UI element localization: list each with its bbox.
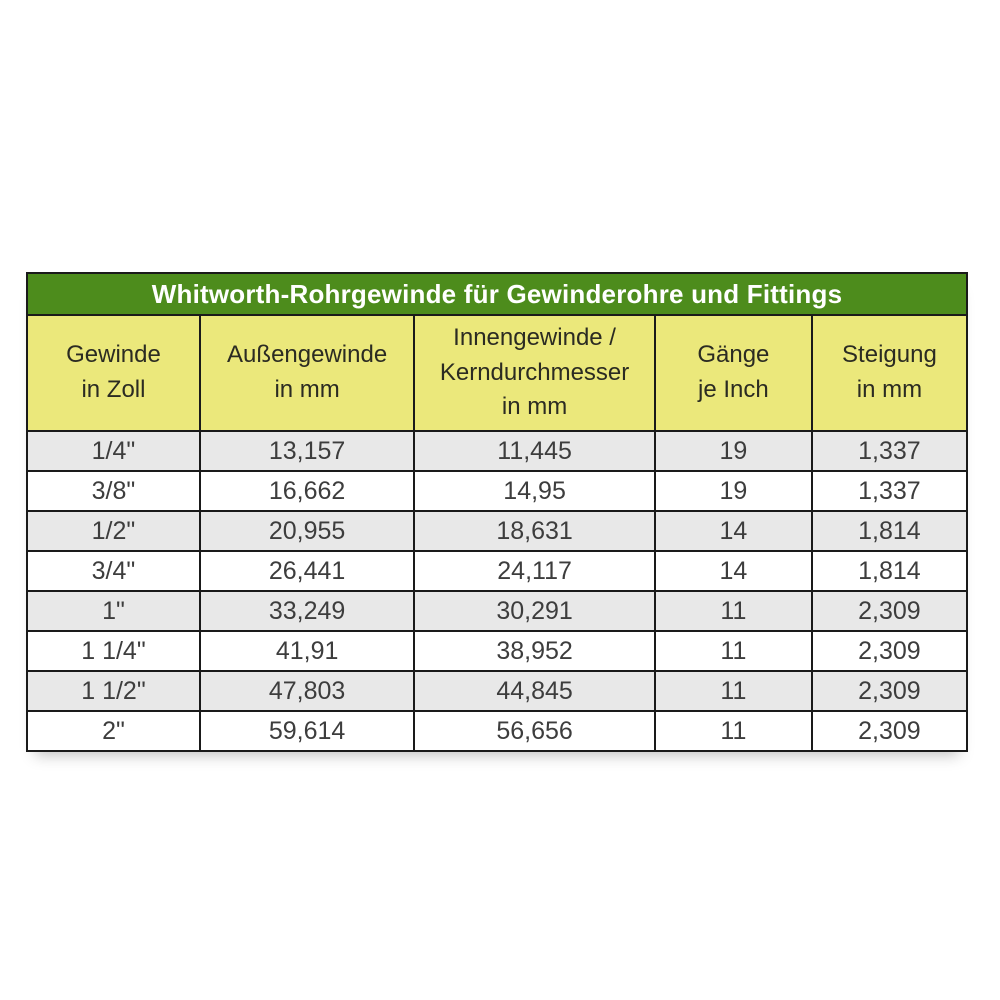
table-row: 3/4" 26,441 24,117 14 1,814 — [26, 550, 969, 592]
table-cell: 44,845 — [413, 670, 656, 712]
table-cell: 30,291 — [413, 590, 656, 632]
table-cell: 1 1/2" — [26, 670, 201, 712]
table-cell: 1,814 — [810, 510, 969, 552]
table-cell: 26,441 — [198, 550, 416, 592]
table-cell: 3/8" — [26, 470, 201, 512]
table-cell: 1,814 — [810, 550, 969, 592]
table-cell: 24,117 — [413, 550, 656, 592]
table-cell: 2" — [26, 710, 201, 752]
table-cell: 41,91 — [198, 630, 416, 672]
column-header-aussengewinde: Außengewinde in mm — [198, 314, 416, 432]
table-cell: 14,95 — [413, 470, 656, 512]
column-header-steigung: Steigung in mm — [810, 314, 969, 432]
table-cell: 1,337 — [810, 470, 969, 512]
table-row: 1/4" 13,157 11,445 19 1,337 — [26, 430, 969, 472]
table-title-row: Whitworth-Rohrgewinde für Gewinderohre u… — [26, 272, 968, 316]
thread-size-table: Whitworth-Rohrgewinde für Gewinderohre u… — [26, 272, 969, 752]
table-cell: 1 1/4" — [26, 630, 201, 672]
table-cell: 1,337 — [810, 430, 969, 472]
table-cell: 2,309 — [810, 590, 969, 632]
table-cell: 2,309 — [810, 710, 969, 752]
table-header-row: Gewinde in Zoll Außengewinde in mm Innen… — [26, 314, 969, 432]
table-cell: 1/4" — [26, 430, 201, 472]
table-title: Whitworth-Rohrgewinde für Gewinderohre u… — [26, 272, 968, 316]
table-body: 1/4" 13,157 11,445 19 1,337 3/8" 16,662 14,95 19… — [26, 430, 969, 752]
column-header-gewinde-in-zoll: Gewinde in Zoll — [26, 314, 201, 432]
column-header-gaenge-je-inch: Gänge je Inch — [653, 314, 813, 432]
table-cell: 13,157 — [198, 430, 416, 472]
table-cell: 2,309 — [810, 630, 969, 672]
table-cell: 20,955 — [198, 510, 416, 552]
table-row: 1" 33,249 30,291 11 2,309 — [26, 590, 969, 632]
table-cell: 11 — [653, 670, 813, 712]
table-cell: 3/4" — [26, 550, 201, 592]
table-cell: 2,309 — [810, 670, 969, 712]
table-row: 1 1/4" 41,91 38,952 11 2,309 — [26, 630, 969, 672]
table-cell: 14 — [653, 550, 813, 592]
table-row: 3/8" 16,662 14,95 19 1,337 — [26, 470, 969, 512]
table-cell: 1/2" — [26, 510, 201, 552]
whitworth-table: Whitworth-Rohrgewinde für Gewinderohre u… — [26, 272, 969, 752]
table-row: 1/2" 20,955 18,631 14 1,814 — [26, 510, 969, 552]
table-cell: 38,952 — [413, 630, 656, 672]
table-cell: 47,803 — [198, 670, 416, 712]
table-cell: 16,662 — [198, 470, 416, 512]
table-cell: 19 — [653, 470, 813, 512]
table-cell: 11 — [653, 590, 813, 632]
table-cell: 14 — [653, 510, 813, 552]
table-cell: 11,445 — [413, 430, 656, 472]
column-header-innengewinde: Innengewinde / Kerndurchmesser in mm — [413, 314, 656, 432]
table-cell: 1" — [26, 590, 201, 632]
table-row: 2" 59,614 56,656 11 2,309 — [26, 710, 969, 752]
table-cell: 33,249 — [198, 590, 416, 632]
table-cell: 19 — [653, 430, 813, 472]
table-cell: 11 — [653, 710, 813, 752]
table-cell: 59,614 — [198, 710, 416, 752]
table-cell: 11 — [653, 630, 813, 672]
table-cell: 56,656 — [413, 710, 656, 752]
table-row: 1 1/2" 47,803 44,845 11 2,309 — [26, 670, 969, 712]
table-cell: 18,631 — [413, 510, 656, 552]
